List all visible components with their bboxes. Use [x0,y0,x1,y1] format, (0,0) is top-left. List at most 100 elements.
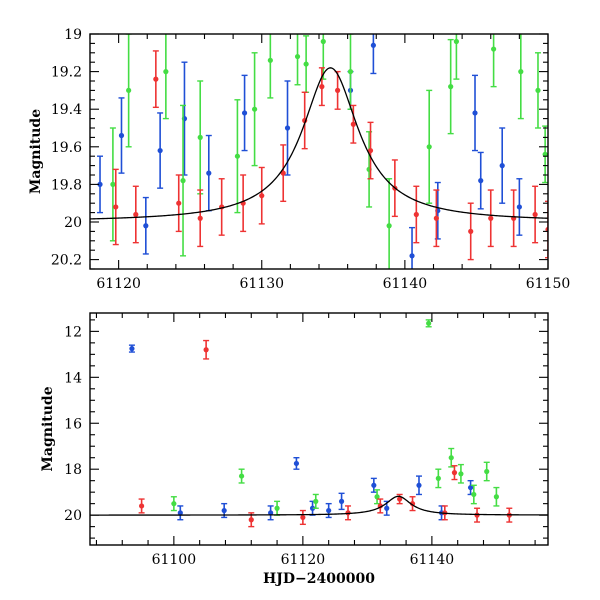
bottom-red-point [474,507,481,523]
top-red-point [258,166,265,225]
top-panel-axes: 61120 61130 61140 61150 19 19.2 19.4 19.6 19.8 20… [51,27,570,292]
top-red-point [175,174,182,233]
bottom-red-point [451,465,458,481]
bottom-blue-point [177,505,184,521]
top-green-point [162,34,169,120]
bottom-green-point [457,463,464,484]
bottom-blue-point [221,502,228,519]
bottom-y-tick-label: 20 [64,508,82,524]
bottom-green-point [493,486,500,507]
bottom-blue-point [370,477,377,493]
top-red-point [132,185,139,244]
bottom-green-point [274,500,281,516]
bottom-blue-point [415,475,422,496]
bottom-panel-marks [90,319,548,528]
bottom-green-point [425,319,432,328]
top-blue-point [205,134,212,212]
bottom-blue-point [338,492,345,511]
top-blue-point [157,112,164,189]
top-red-point [240,174,247,233]
top-red-point [532,185,539,244]
top-blue-point [284,80,291,176]
top-blue-point [499,127,506,204]
top-red-point [487,189,494,248]
bottom-y-tick-label: 16 [64,416,82,432]
bottom-panel-data [90,319,548,528]
bottom-red-point [299,509,306,526]
bottom-green-point [483,461,490,482]
bottom-green-point [374,489,381,505]
top-x-tick-label: 61140 [383,276,428,292]
top-y-tick-label: 20 [64,215,82,231]
top-blue-point [181,61,188,176]
top-green-point [453,34,460,80]
bottom-green-point [470,484,477,505]
bottom-y-tick-label: 14 [64,370,82,386]
top-red-point [367,121,374,180]
top-green-point [109,127,116,242]
top-x-tick-label: 61150 [526,276,571,292]
top-y-tick-label: 20.2 [51,253,82,269]
bottom-x-tick-label: 61140 [410,552,455,568]
top-green-point [234,99,241,214]
top-green-point [386,178,393,269]
bottom-panel-ylabel: Magnitude [40,386,56,471]
bottom-red-point [345,505,352,521]
bottom-blue-point [293,457,300,470]
top-green-point [125,34,132,148]
top-red-point [318,67,325,107]
bottom-model-curve [90,495,548,516]
top-red-point [510,189,517,248]
bottom-panel-xlabel: HJD−2400000 [263,571,375,587]
top-x-tick-label: 61120 [96,276,141,292]
top-y-tick-label: 19.2 [51,65,82,81]
top-red-point [467,202,474,261]
bottom-panel-frame [89,312,549,546]
top-panel-data [90,34,548,269]
top-panel: 61120 61130 61140 61150 19 19.2 19.4 19.6 19.8 20… [28,27,570,292]
top-red-point [112,168,119,246]
top-blue-point [118,97,125,174]
top-blue-point [370,34,377,75]
top-red-point [413,185,420,244]
bottom-green-point [435,468,442,489]
bottom-blue-point [128,344,135,353]
top-red-point [152,50,159,109]
top-green-point [517,34,524,120]
bottom-green-point [312,493,319,509]
bottom-red-point [203,339,210,360]
top-model-curve [90,67,548,220]
top-green-point [426,89,433,204]
top-panel-marks [90,34,548,269]
top-x-tick-label: 61130 [239,276,284,292]
bottom-panel: 61100 61120 61140 12 14 16 18 20 Magnitude HJD−… [40,312,549,587]
top-green-point [447,38,454,135]
top-y-tick-label: 19.6 [51,140,82,156]
bottom-green-point [448,447,455,468]
bottom-x-tick-label: 61120 [281,552,326,568]
top-panel-ylabel: Magnitude [28,109,44,194]
top-y-tick-label: 19.4 [51,102,82,118]
top-green-point [251,52,258,167]
bottom-x-tick-label: 61100 [152,552,197,568]
bottom-blue-point [325,502,332,519]
top-green-point [542,125,548,184]
bottom-panel-axes: 61100 61120 61140 12 14 16 18 20 [64,313,548,568]
top-green-point [180,104,187,257]
top-y-tick-label: 19 [64,27,82,43]
top-blue-point [241,74,248,152]
bottom-red-point [409,496,416,512]
bottom-red-point [138,498,145,514]
top-green-point [534,52,541,129]
top-y-tick-label: 19.8 [51,177,82,193]
bottom-green-point [170,496,177,512]
top-red-point [280,144,287,203]
top-blue-point [97,155,104,214]
top-blue-point [472,74,479,152]
bottom-blue-point [267,505,274,521]
top-green-point [294,34,301,86]
top-red-point [433,189,440,248]
bottom-y-tick-label: 12 [64,324,82,340]
bottom-red-point [377,498,384,514]
top-blue-point [409,226,416,269]
